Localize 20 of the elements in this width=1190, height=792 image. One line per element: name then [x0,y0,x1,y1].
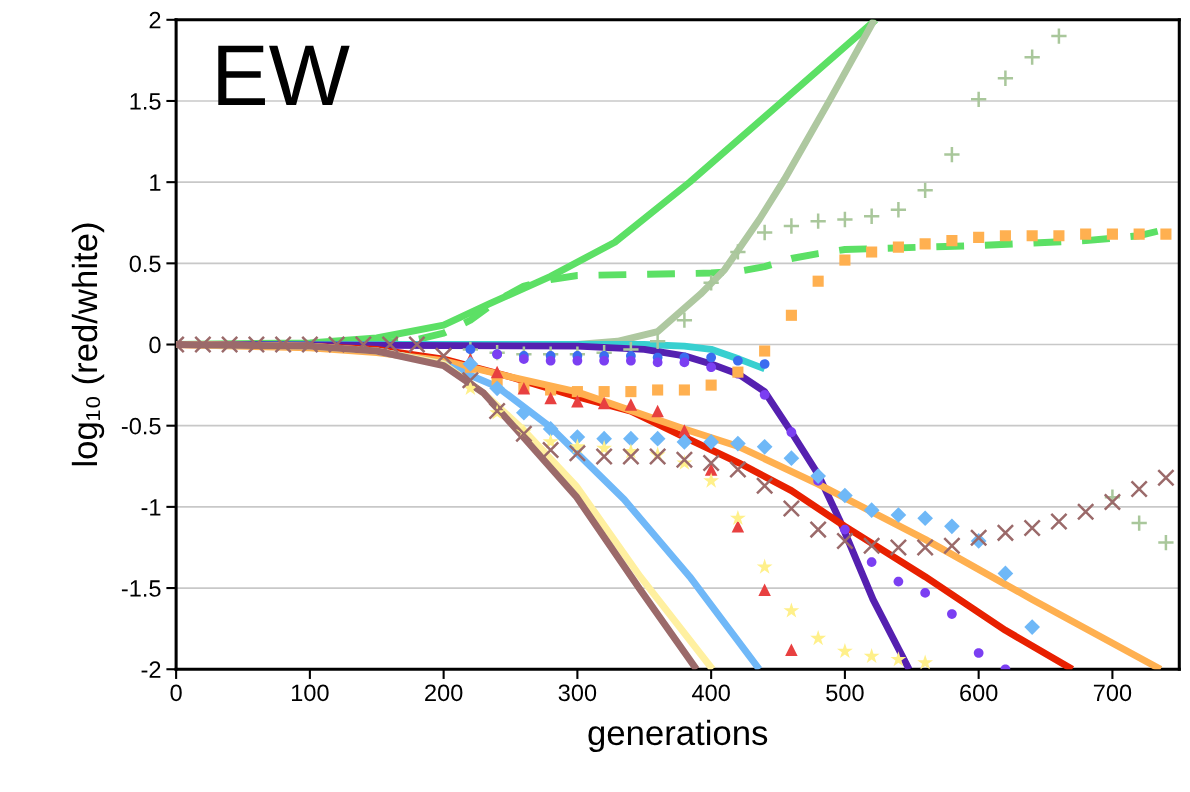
x-tick-label: 200 [425,684,463,702]
x-tick-label: 400 [691,684,730,702]
y-tick-label: 1.5 [130,93,161,110]
chart-title: EW [218,45,350,105]
x-tick-label: 300 [558,684,597,702]
x-tick-label: 600 [960,684,998,702]
y-tick-label: -1 [141,499,161,516]
x-axis-title: generations [588,719,768,753]
y-axis-title: log₁₀ (red/white) [71,223,105,466]
x-tick-label: 700 [1093,684,1132,702]
y-tick-label: -2 [141,661,161,678]
y-tick-label: 1 [150,174,161,191]
x-tick-label: 100 [291,684,329,702]
y-tick-label: -1.5 [121,580,161,597]
x-tick-label: 500 [826,684,864,702]
y-tick-label: -0.5 [121,417,161,435]
y-tick-label: 0 [149,336,161,354]
y-tick-label: 0.5 [129,255,161,273]
x-tick-label: 0 [170,684,182,702]
y-tick-label: 2 [149,11,161,29]
